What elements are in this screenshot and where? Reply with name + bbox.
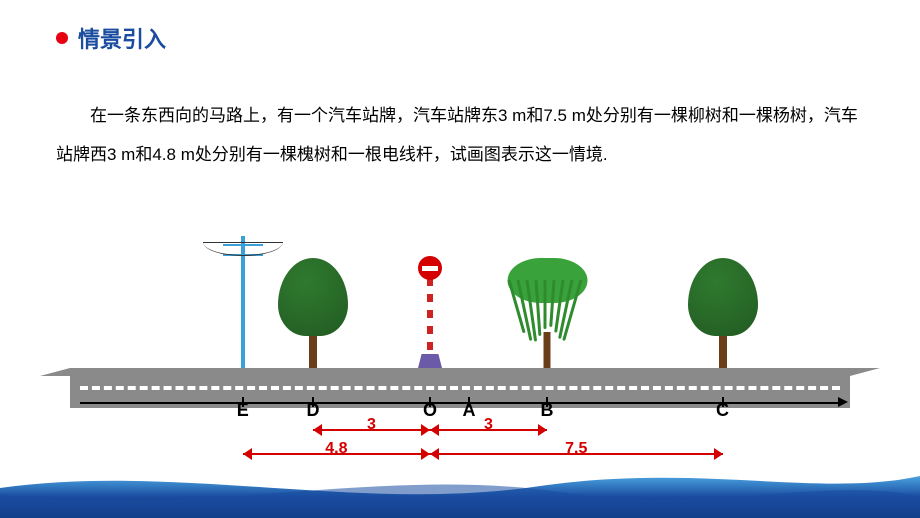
dimension-value: 3 [363,416,380,434]
tick-D [312,397,314,407]
sign-icon [415,256,445,368]
bottom-wave [0,458,920,518]
pole-icon [223,236,263,368]
tick-O [429,397,431,407]
dimension-value: 4.8 [321,440,351,458]
dimension-value: 3 [480,416,497,434]
title-row: 情景引入 [56,22,166,54]
tree-dark-icon [683,258,763,368]
tick-B [546,397,548,407]
tree-willow-icon [500,258,595,368]
tick-A [468,397,470,407]
body-text: 在一条东西向的马路上，有一个汽车站牌，汽车站牌东3 m和7.5 m处分别有一棵柳… [56,96,864,174]
tick-C [722,397,724,407]
dimension: 3 [313,420,430,440]
tick-E [242,397,244,407]
title-bullet [56,32,68,44]
tree-dark-icon [273,258,353,368]
title-text: 情景引入 [78,22,166,54]
dimensions-top: 3 3 [0,420,920,440]
dimension: 3 [430,420,547,440]
dimension-value: 7.5 [561,440,591,458]
road-diagram: E D O AB C 3 3 4.8 [0,248,920,458]
